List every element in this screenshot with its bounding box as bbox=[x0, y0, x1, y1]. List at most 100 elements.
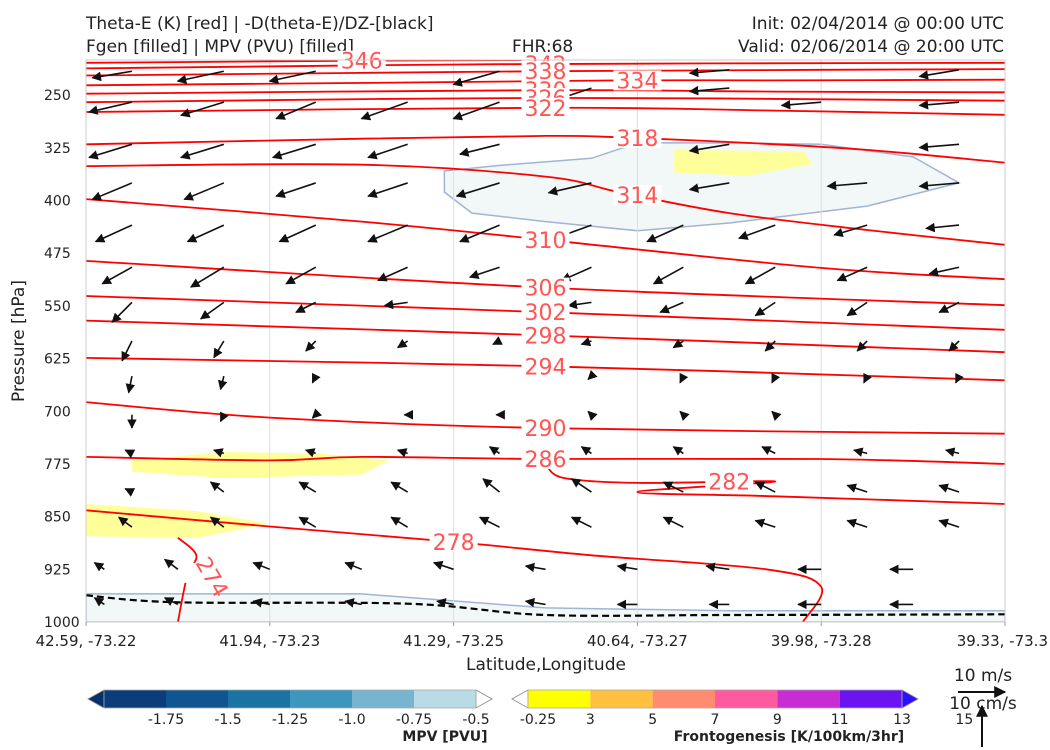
wind-arrow bbox=[925, 222, 960, 233]
colorbar-segment bbox=[290, 690, 352, 708]
wind-arrow bbox=[396, 448, 408, 458]
wind-arrow bbox=[117, 516, 133, 528]
contour-label-mask bbox=[521, 277, 570, 298]
colorbar-segment bbox=[352, 690, 414, 708]
wind-arrow bbox=[125, 375, 136, 394]
contour-label-mask bbox=[337, 50, 386, 71]
wind-arrow bbox=[311, 372, 321, 384]
contour-label-mask bbox=[613, 127, 662, 148]
colorbar-segment bbox=[104, 690, 166, 708]
wind-arrow bbox=[662, 516, 684, 528]
wind-arrow bbox=[938, 518, 960, 528]
colorbar-tick-label: 9 bbox=[773, 712, 782, 728]
wind-arrow bbox=[738, 224, 776, 240]
contour-label-mask bbox=[613, 70, 662, 91]
wind-arrow bbox=[938, 301, 960, 313]
contour-label: 282 bbox=[708, 471, 750, 496]
wind-arrow bbox=[124, 488, 136, 497]
wind-arrow bbox=[304, 448, 317, 458]
dtheta-dz-contour bbox=[86, 594, 1005, 617]
wind-key-ms-label: 10 m/s bbox=[954, 666, 1012, 686]
wind-arrow bbox=[383, 299, 408, 310]
wind-arrow bbox=[213, 448, 225, 458]
wind-arrow bbox=[121, 340, 133, 362]
wind-arrow bbox=[938, 483, 960, 493]
colorbar-frame bbox=[527, 689, 903, 709]
x-tick-label: 40.64, -73.27 bbox=[587, 632, 688, 650]
wind-arrow bbox=[459, 224, 500, 243]
wind-arrow bbox=[344, 561, 362, 571]
wind-key-cms-label: 10 cm/s bbox=[949, 694, 1017, 714]
wind-arrow bbox=[94, 224, 133, 243]
wind-arrow bbox=[853, 447, 868, 457]
contour-label-mask bbox=[181, 562, 230, 583]
wind-arrow bbox=[455, 182, 500, 199]
init-time: Init: 02/04/2014 @ 00:00 UTC bbox=[751, 14, 1004, 34]
wind-arrow bbox=[482, 478, 501, 493]
wind-arrow bbox=[918, 99, 960, 110]
colorbar-tick-label: 11 bbox=[831, 712, 849, 728]
wind-arrow bbox=[488, 446, 500, 456]
wind-arrow bbox=[688, 182, 730, 193]
theta-e-contour bbox=[86, 509, 824, 622]
colorbar-segment bbox=[839, 690, 902, 708]
wind-arrow bbox=[93, 562, 105, 572]
wind-arrow bbox=[570, 516, 592, 528]
wind-arrow bbox=[305, 340, 317, 352]
wind-arrow bbox=[396, 338, 409, 349]
valid-time: Valid: 02/06/2014 @ 20:00 UTC bbox=[738, 37, 1004, 57]
wind-arrow bbox=[163, 597, 179, 606]
colorbar-tick-label: -0.75 bbox=[396, 712, 432, 728]
wind-arrow bbox=[580, 446, 592, 456]
wind-arrow bbox=[771, 410, 782, 421]
wind-arrow bbox=[163, 558, 179, 570]
contour-label: 298 bbox=[525, 324, 567, 349]
theta-e-contour bbox=[86, 134, 1005, 164]
wind-arrow bbox=[672, 338, 684, 349]
contour-label: 310 bbox=[525, 229, 567, 254]
theta-e-contour bbox=[86, 106, 1005, 116]
wind-arrow bbox=[652, 266, 684, 285]
wind-arrow bbox=[833, 224, 868, 238]
wind-arrow bbox=[468, 266, 500, 279]
wind-arrow bbox=[367, 224, 408, 243]
y-tick-label: 400 bbox=[44, 194, 71, 210]
wind-arrow bbox=[955, 372, 964, 384]
colorbar-segment bbox=[228, 690, 290, 708]
contour-label: 302 bbox=[525, 301, 567, 326]
wind-arrow bbox=[452, 70, 500, 87]
colorbar-extend-high bbox=[901, 689, 919, 709]
contour-label: 314 bbox=[616, 184, 658, 209]
y-axis-label: Pressure [hPa] bbox=[9, 280, 29, 402]
contour-label: 278 bbox=[433, 531, 475, 556]
wind-arrow bbox=[180, 101, 225, 118]
theta-e-contour bbox=[86, 455, 1005, 465]
wind-arrow bbox=[452, 101, 500, 121]
contour-label: 318 bbox=[616, 127, 658, 152]
wind-arrow bbox=[268, 70, 316, 85]
y-tick-label: 775 bbox=[44, 457, 71, 473]
colorbar-tick-label: 3 bbox=[586, 712, 595, 728]
title-line-2: Fgen [filled] | MPV (PVU) [filled] bbox=[86, 37, 355, 57]
wind-arrow bbox=[217, 375, 228, 391]
wind-arrow bbox=[209, 481, 225, 493]
y-tick-label: 475 bbox=[44, 246, 71, 262]
wind-arrow bbox=[88, 143, 133, 160]
colorbar-tick-label: 7 bbox=[711, 712, 720, 728]
frontogenesis-colorbar-label: Frontogenesis [K/100km/3hr] bbox=[674, 729, 904, 745]
wind-arrow bbox=[124, 449, 136, 459]
x-tick-label: 41.94, -73.23 bbox=[219, 632, 320, 650]
wind-arrow bbox=[180, 143, 225, 160]
wind-arrow bbox=[298, 481, 317, 493]
wind-arrow bbox=[780, 99, 822, 110]
x-tick-label: 39.98, -73.28 bbox=[771, 632, 872, 650]
x-axis: 42.59, -73.22 41.94, -73.23 41.29, -73.25 4… bbox=[36, 622, 1048, 650]
y-axis: 250 325 400 475 550 625 700 775 850 925 1000 bbox=[44, 88, 80, 631]
wind-arrow bbox=[846, 301, 868, 317]
wind-arrow bbox=[183, 182, 225, 201]
wind-arrow bbox=[360, 101, 408, 121]
theta-e-contour bbox=[86, 401, 1005, 435]
wind-arrow bbox=[252, 598, 270, 608]
colorbar-tick-label: 15 bbox=[955, 712, 973, 728]
